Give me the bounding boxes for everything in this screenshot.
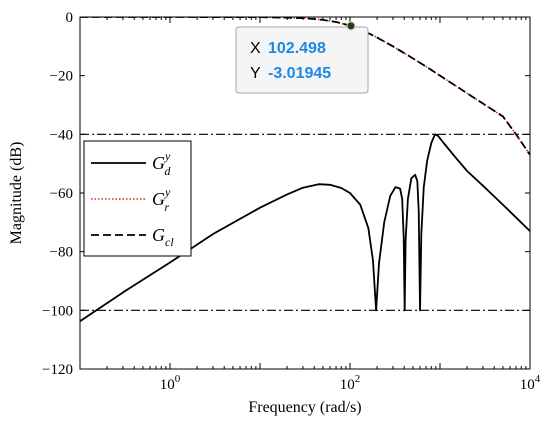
series-line-g-d-y (80, 133, 530, 322)
legend-label: Gcl (152, 225, 174, 249)
tick-labels: 0 −20 −40 −60 −80 −100 −120 100 102 104 (42, 10, 541, 393)
datatip-x-label: X (250, 40, 261, 57)
y-tick-label: −120 (42, 362, 73, 378)
y-tick-label: −80 (50, 245, 73, 261)
datatip-y-label: Y (250, 65, 261, 82)
reference-lines (80, 133, 530, 311)
y-tick-label: −20 (50, 69, 73, 85)
y-tick-label: −40 (50, 127, 73, 143)
y-axis-label: Magnitude (dB) (8, 142, 25, 245)
datatip-y-value: -3.01945 (268, 65, 331, 82)
legend-label: Gy d (152, 149, 171, 178)
x-tick-label: 102 (340, 373, 361, 393)
ticks (79, 16, 531, 370)
legend: Gy d Gy r Gcl (83, 140, 192, 257)
y-tick-label: 0 (66, 10, 74, 26)
x-axis-label: Frequency (rad/s) (248, 399, 361, 416)
x-tick-label: 100 (160, 373, 181, 393)
datatip-x-value: 102.498 (268, 40, 326, 57)
x-tick-label: 104 (520, 373, 541, 393)
legend-label: Gy r (152, 185, 171, 214)
datatip-box[interactable] (235, 26, 369, 94)
datatip-marker[interactable] (346, 21, 356, 31)
y-tick-label: −100 (42, 303, 73, 319)
datatip[interactable]: X 102.498 Y -3.01945 (235, 21, 369, 94)
y-tick-label: −60 (50, 186, 73, 202)
